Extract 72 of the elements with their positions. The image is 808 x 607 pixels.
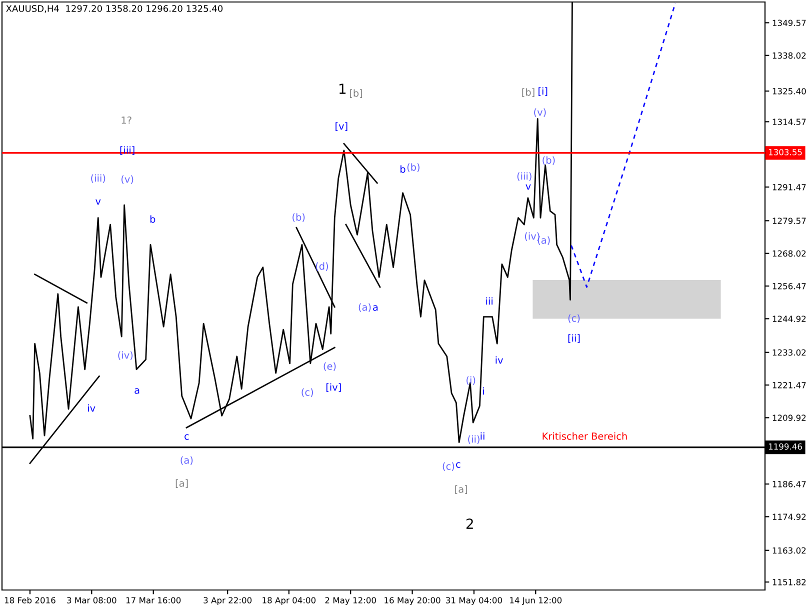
- annotation: (iv): [118, 351, 133, 360]
- y-tick-label: 1338.02: [772, 52, 806, 59]
- annotation: (i): [466, 376, 476, 385]
- y-tick-label: 1209.92: [772, 414, 806, 421]
- annotation: [iv]: [326, 383, 341, 392]
- ref-line-label: 1199.46: [768, 443, 802, 450]
- annotation: (ii): [468, 435, 480, 444]
- y-tick-label: 1151.82: [772, 579, 806, 586]
- annotation: a: [134, 388, 140, 394]
- y-tick-label: 1256.47: [772, 283, 806, 290]
- y-tick-label: 1233.02: [772, 349, 806, 356]
- annotation: (c): [568, 314, 580, 323]
- y-tick-label: 1244.92: [772, 316, 806, 322]
- annotation: 1?: [122, 116, 132, 124]
- y-tick-label: 1163.02: [772, 547, 806, 554]
- annotation: iii: [486, 297, 492, 305]
- y-tick-label: 1279.57: [772, 218, 806, 224]
- ref-line-label: 1303.55: [768, 149, 802, 156]
- annotation: [b]: [350, 89, 362, 98]
- annotation: [a]: [455, 485, 468, 494]
- annotation: (b): [542, 156, 555, 165]
- annotation: (iii): [91, 174, 106, 183]
- x-tick-label: 16 May 20:00: [384, 597, 440, 606]
- annotation: i: [483, 387, 484, 395]
- y-tick-label: 1221.47: [772, 382, 806, 388]
- chart-title: XAUUSD,H4 1297.20 1358.20 1296.20 1325.40: [6, 5, 223, 13]
- annotation: 1: [340, 84, 346, 94]
- annotation: [ii]: [568, 334, 580, 343]
- annotation: b: [400, 165, 406, 173]
- y-tick-label: 1186.47: [772, 481, 806, 488]
- x-tick-label: 18 Feb 2016: [4, 596, 56, 604]
- annotation: (c): [302, 388, 313, 397]
- annotation: Kritischer Bereich: [542, 432, 627, 440]
- x-tick-label: 17 Mar 16:00: [126, 597, 181, 604]
- y-tick-label: 1325.40: [772, 88, 806, 94]
- y-tick-label: 1291.47: [772, 184, 806, 190]
- annotation: (e): [324, 362, 336, 371]
- annotation: [a]: [176, 479, 188, 488]
- annotation: v: [526, 184, 531, 190]
- y-tick-label: 1314.57: [772, 118, 806, 126]
- annotation: (iii): [517, 172, 532, 181]
- annotation: [v]: [336, 122, 348, 131]
- annotation: a: [373, 305, 378, 311]
- annotation: 2: [466, 518, 473, 529]
- y-tick-label: 1349.57: [772, 20, 806, 26]
- x-tick-label: 3 Mar 08:00: [67, 597, 116, 604]
- y-tick-label: 1174.92: [772, 514, 806, 520]
- annotation: v: [96, 199, 101, 205]
- y-tick-label: 1268.02: [772, 250, 806, 257]
- annotation: iv: [88, 404, 96, 412]
- annotation: (d): [316, 262, 328, 271]
- annotation: (a): [538, 236, 550, 245]
- annotation: c: [184, 434, 189, 440]
- annotation: iv: [496, 356, 504, 364]
- x-tick-label: 31 May 04:00: [446, 597, 502, 606]
- annotation: ii: [480, 432, 484, 440]
- annotation: (c): [442, 462, 454, 471]
- annotation: b: [150, 215, 156, 223]
- x-tick-label: 3 Apr 22:00: [204, 597, 252, 606]
- annotation: (v): [121, 175, 134, 184]
- annotation: (b): [292, 213, 305, 222]
- annotation: (a): [180, 456, 193, 465]
- x-tick-label: 2 May 12:00: [325, 597, 376, 606]
- annotation: (a): [358, 303, 371, 312]
- annotation: c: [456, 462, 460, 468]
- annotation: [i]: [538, 87, 548, 96]
- annotation: (v): [534, 108, 546, 117]
- x-tick-label: 14 Jun 12:00: [510, 597, 562, 605]
- annotation: [b]: [522, 88, 534, 97]
- annotation: (iv): [524, 232, 540, 241]
- annotation: (b): [407, 163, 420, 172]
- x-tick-label: 18 Apr 04:00: [262, 597, 316, 606]
